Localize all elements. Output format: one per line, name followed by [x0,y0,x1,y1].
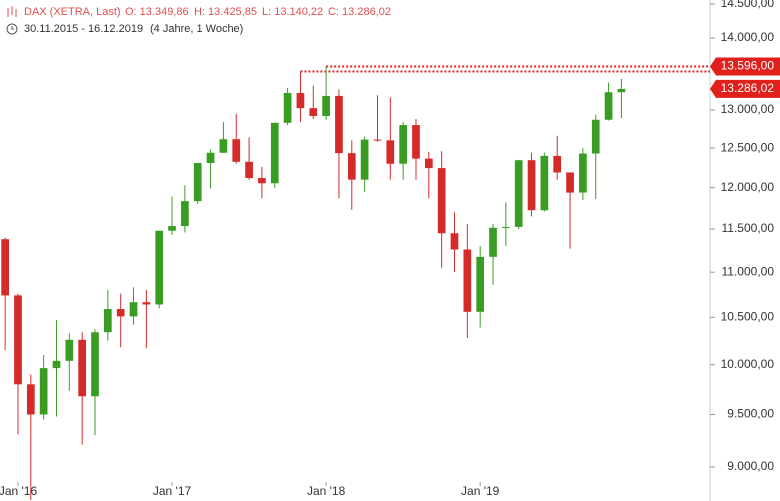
clock-icon [6,23,18,35]
price-label: 13.286,02 [721,81,775,95]
candle-body [245,161,253,179]
clock-hand [11,26,14,30]
y-tick-label: 9.500,00 [727,407,774,421]
candle-body [116,309,125,317]
candle-body [206,152,215,163]
span: (4 Jahre, 1 Woche) [150,23,243,35]
candle-body [604,92,613,120]
candle-body [540,155,549,211]
y-tick-label: 14.500,00 [721,0,775,10]
y-tick-label: 11.500,00 [722,221,775,235]
candle-body [91,332,99,397]
candle-body [103,309,112,333]
y-tick-label: 10.500,00 [721,310,775,324]
candle-body [14,295,22,385]
candle-body [579,153,587,193]
candle-body [450,233,459,250]
candle-body [52,360,61,369]
y-tick-label: 10.000,00 [721,357,775,371]
y-tick-label: 13.000,00 [721,102,775,116]
y-tick-label: 11.000,00 [722,264,775,278]
candle-body [155,230,164,305]
low-label: L: 13.140,22 [262,6,323,18]
y-tick-label: 14.000,00 [721,30,775,44]
candle-body [437,168,446,234]
candle-body [514,160,523,227]
x-tick-label: Jan '16 [0,484,37,498]
candle-body [283,92,292,123]
candle-body [193,162,202,202]
candle-body [591,119,600,154]
x-tick-label: Jan '19 [461,484,500,498]
candle-body [617,88,626,93]
price-label: 13.596,00 [721,59,775,73]
candle-body [219,139,228,153]
candle-body [502,226,510,228]
close-label: C: 13.286,02 [328,6,391,18]
candle-body [296,92,305,109]
candle-body [232,139,241,162]
y-tick-label: 12.000,00 [721,180,775,194]
candle-body [142,302,151,305]
candle-body [258,178,266,184]
candle-body [527,160,536,211]
candle-body [168,226,176,231]
x-tick-label: Jan '17 [153,484,192,498]
candle-body [373,139,382,141]
date-range: 30.11.2015 - 16.12.2019 [24,23,143,35]
candle-body [399,125,407,164]
y-tick-label: 12.500,00 [721,140,775,154]
candle-body [489,227,497,257]
candle-body [181,201,189,227]
candle-body [39,368,48,415]
candle-body [463,249,472,312]
candle-body [322,95,330,117]
candle-body [78,339,87,397]
x-tick-label: Jan '18 [307,484,346,498]
instrument: DAX (XETRA, Last) [24,6,121,18]
high-label: H: 13.425,85 [194,6,257,18]
candle-body [553,155,562,173]
candle-body [26,384,35,415]
candle-body [347,153,356,180]
candle-body [129,302,138,317]
candle-body [424,158,433,169]
y-tick-label: 9.000,00 [727,459,774,473]
price-label-box [710,57,780,76]
candle-body [360,139,369,180]
price-label-box [710,79,780,98]
candle-body [335,95,343,154]
candle-body [412,125,420,159]
candle-body [270,122,279,184]
header-icon [7,6,17,17]
candle-body [65,339,74,361]
candle-body [476,256,485,312]
candle-body [386,140,395,164]
candle-body [566,172,574,193]
candle-body [309,108,318,117]
open-label: O: 13.349,86 [125,6,189,18]
candle-body [1,239,9,296]
